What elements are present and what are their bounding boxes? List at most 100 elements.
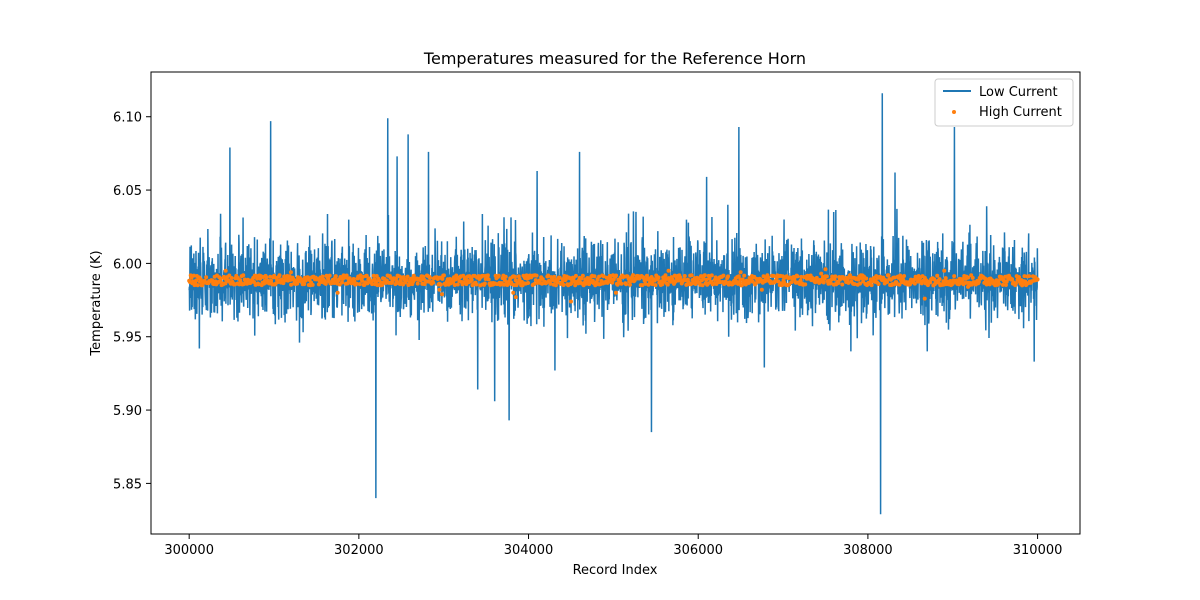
scatter-point-high-current bbox=[643, 281, 648, 286]
scatter-point-high-current bbox=[229, 275, 234, 280]
scatter-point-high-current-outlier bbox=[335, 290, 340, 295]
scatter-point-high-current bbox=[966, 275, 971, 280]
scatter-point-high-current bbox=[707, 276, 712, 281]
scatter-point-high-current bbox=[561, 282, 566, 287]
scatter-point-high-current bbox=[440, 276, 445, 281]
scatter-point-high-current bbox=[357, 282, 362, 287]
scatter-point-high-current bbox=[828, 281, 833, 286]
y-tick-label: 6.05 bbox=[113, 184, 142, 199]
x-tick-label: 308000 bbox=[843, 543, 893, 558]
scatter-point-high-current-outlier bbox=[666, 268, 671, 273]
scatter-point-high-current bbox=[404, 278, 409, 283]
scatter-point-high-current bbox=[532, 281, 537, 286]
scatter-point-high-current bbox=[455, 282, 460, 287]
scatter-point-high-current bbox=[624, 282, 629, 287]
scatter-point-high-current bbox=[310, 282, 315, 287]
scatter-point-high-current bbox=[789, 280, 794, 285]
chart-title: Temperatures measured for the Reference … bbox=[423, 49, 806, 68]
x-axis: 300000 302000 304000 306000 308000 310000 bbox=[164, 534, 1062, 558]
scatter-point-high-current bbox=[619, 281, 624, 286]
scatter-point-high-current bbox=[557, 275, 562, 280]
scatter-point-high-current bbox=[701, 276, 706, 281]
scatter-point-high-current bbox=[821, 280, 826, 285]
scatter-point-high-current bbox=[1017, 275, 1022, 280]
x-tick-label: 306000 bbox=[673, 543, 723, 558]
scatter-point-high-current bbox=[614, 273, 619, 278]
scatter-point-high-current bbox=[799, 274, 804, 279]
scatter-point-high-current bbox=[1010, 277, 1015, 282]
scatter-point-high-current bbox=[960, 277, 965, 282]
scatter-point-high-current-outlier bbox=[823, 267, 828, 272]
scatter-point-high-current bbox=[327, 273, 332, 278]
scatter-point-high-current bbox=[597, 274, 602, 279]
scatter-point-high-current bbox=[526, 280, 531, 285]
scatter-point-high-current bbox=[210, 278, 215, 283]
plot-frame bbox=[150, 71, 1081, 535]
scatter-point-high-current bbox=[405, 274, 410, 279]
scatter-point-high-current bbox=[652, 278, 657, 283]
scatter-point-high-current bbox=[1027, 274, 1032, 279]
scatter-point-high-current bbox=[418, 278, 423, 283]
scatter-point-high-current-outlier bbox=[922, 296, 927, 301]
scatter-point-high-current bbox=[452, 283, 457, 288]
scatter-point-high-current bbox=[485, 273, 490, 278]
scatter-point-high-current bbox=[709, 273, 714, 278]
scatter-point-high-current bbox=[482, 281, 487, 286]
scatter-point-high-current bbox=[742, 273, 747, 278]
scatter-point-high-current bbox=[627, 282, 632, 287]
scatter-point-high-current bbox=[486, 277, 491, 282]
scatter-point-high-current bbox=[370, 282, 375, 287]
scatter-point-high-current bbox=[512, 274, 517, 279]
scatter-point-high-current bbox=[218, 276, 223, 281]
scatter-point-high-current bbox=[333, 274, 338, 279]
scatter-point-high-current-outlier bbox=[966, 284, 971, 289]
x-tick-label: 304000 bbox=[504, 543, 554, 558]
scatter-point-high-current bbox=[726, 274, 731, 279]
scatter-point-high-current bbox=[580, 273, 585, 278]
scatter-point-high-current bbox=[241, 273, 246, 278]
scatter-point-high-current bbox=[665, 282, 670, 287]
scatter-point-high-current bbox=[548, 281, 553, 286]
scatter-point-high-current bbox=[374, 280, 378, 285]
y-tick-label: 5.95 bbox=[113, 331, 142, 346]
scatter-point-high-current bbox=[653, 283, 658, 288]
scatter-point-high-current bbox=[803, 282, 808, 287]
scatter-point-high-current bbox=[861, 279, 866, 284]
scatter-point-high-current bbox=[771, 273, 776, 278]
scatter-point-high-current bbox=[864, 276, 869, 281]
scatter-point-high-current bbox=[678, 275, 683, 280]
scatter-point-high-current bbox=[970, 275, 975, 280]
scatter-point-high-current bbox=[344, 273, 349, 278]
scatter-point-high-current bbox=[441, 273, 446, 278]
scatter-point-high-current bbox=[682, 274, 687, 279]
scatter-point-high-current bbox=[776, 279, 781, 284]
scatter-point-high-current bbox=[858, 281, 863, 286]
scatter-point-high-current bbox=[640, 283, 645, 288]
y-axis: 5.85 5.90 5.95 6.00 6.05 6.10 bbox=[113, 111, 151, 492]
scatter-point-high-current-outlier bbox=[440, 292, 444, 297]
scatter-point-high-current bbox=[428, 275, 433, 280]
scatter-point-high-current bbox=[836, 280, 841, 285]
scatter-point-high-current bbox=[656, 275, 661, 280]
scatter-point-high-current-outlier bbox=[568, 299, 573, 304]
plot-area bbox=[187, 93, 1040, 515]
scatter-point-high-current bbox=[869, 283, 874, 288]
scatter-point-high-current bbox=[628, 279, 633, 284]
scatter-point-high-current-outlier bbox=[613, 290, 618, 295]
scatter-point-high-current bbox=[474, 282, 479, 287]
scatter-point-high-current bbox=[340, 280, 345, 285]
scatter-point-high-current bbox=[552, 274, 557, 279]
scatter-point-high-current bbox=[721, 273, 726, 278]
x-axis-label: Record Index bbox=[573, 563, 658, 578]
scatter-point-high-current bbox=[553, 283, 558, 288]
scatter-point-high-current bbox=[663, 273, 668, 278]
scatter-point-high-current bbox=[1003, 283, 1008, 287]
scatter-point-high-current bbox=[431, 280, 436, 285]
scatter-point-high-current bbox=[569, 281, 574, 286]
scatter-point-high-current bbox=[268, 274, 273, 279]
scatter-point-high-current bbox=[295, 281, 300, 286]
scatter-point-high-current bbox=[846, 280, 851, 285]
scatter-point-high-current bbox=[912, 281, 917, 286]
scatter-point-high-current-outlier bbox=[942, 268, 947, 273]
scatter-point-high-current bbox=[289, 282, 294, 287]
